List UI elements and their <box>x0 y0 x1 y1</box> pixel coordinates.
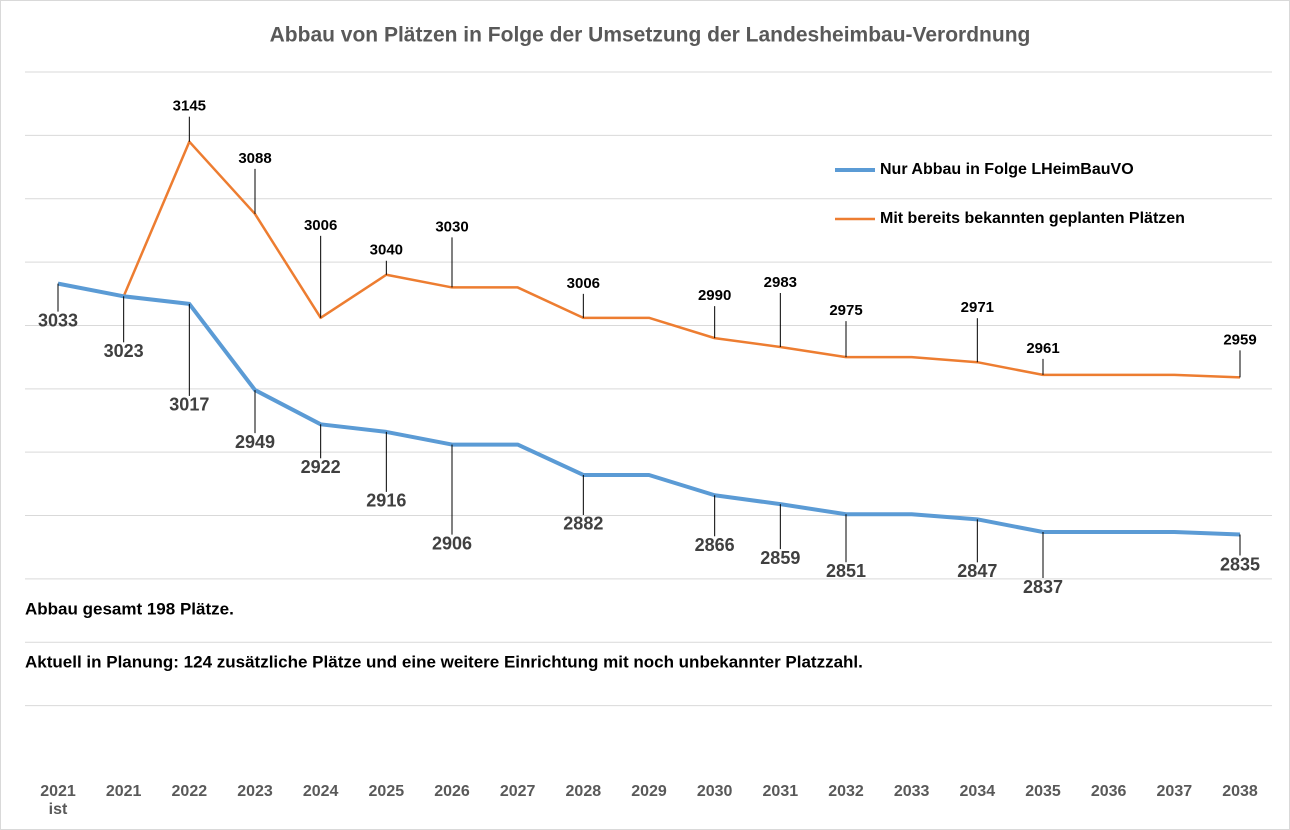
data-label: 3088 <box>238 150 271 167</box>
data-label: 3030 <box>435 218 468 235</box>
data-label: 2906 <box>432 533 472 553</box>
legend-label: Nur Abbau in Folge LHeimBauVO <box>880 161 1134 178</box>
x-tick-label: 2036 <box>1090 783 1127 800</box>
x-tick-label: 2024 <box>302 783 339 800</box>
data-label: 2882 <box>563 514 603 534</box>
x-tick-label: 2029 <box>631 783 667 800</box>
x-tick-label: 2027 <box>499 783 536 800</box>
x-tick-label: 2022 <box>171 783 208 800</box>
data-label: 2837 <box>1023 577 1063 597</box>
x-tick-label: 2028 <box>565 783 602 800</box>
data-label: 3006 <box>304 217 337 234</box>
data-label: 2983 <box>764 274 797 291</box>
data-label: 2949 <box>235 432 275 452</box>
data-label: 2959 <box>1223 331 1256 348</box>
x-tick-label: 2021 ist <box>40 783 76 818</box>
legend-label: Mit bereits bekannten geplanten Plätzen <box>880 210 1185 227</box>
data-label: 3033 <box>38 310 78 330</box>
data-label: 3023 <box>104 341 144 361</box>
x-tick-label: 2025 <box>368 783 405 800</box>
x-tick-label: 2023 <box>237 783 273 800</box>
data-label: 2859 <box>760 548 800 568</box>
data-label: 2971 <box>961 299 994 316</box>
data-label: 3040 <box>370 242 403 259</box>
x-tick-label: 2035 <box>1025 783 1061 800</box>
data-label: 2847 <box>957 561 997 581</box>
data-label: 2922 <box>301 457 341 477</box>
annotation: Abbau gesamt 198 Plätze. <box>25 599 234 618</box>
annotation: Aktuell in Planung: 124 zusätzliche Plät… <box>25 652 863 671</box>
data-label: 2975 <box>829 302 862 319</box>
data-label: 2866 <box>695 535 735 555</box>
x-tick-label: 2026 <box>434 783 470 800</box>
data-label: 3017 <box>169 395 209 415</box>
data-label: 2961 <box>1026 340 1059 357</box>
x-tick-label: 2030 <box>696 783 733 800</box>
data-label: 3145 <box>173 98 206 115</box>
chart-title: Abbau von Plätzen in Folge der Umsetzung… <box>270 24 1031 47</box>
x-tick-label: 2037 <box>1156 783 1193 800</box>
x-tick-label: 2034 <box>959 783 996 800</box>
x-tick-label: 2031 <box>762 783 799 800</box>
x-tick-label: 2021 <box>105 783 142 800</box>
data-label: 2990 <box>698 287 731 304</box>
data-label: 2835 <box>1220 554 1260 574</box>
x-tick-label: 2032 <box>828 783 864 800</box>
x-tick-label: 2033 <box>893 783 930 800</box>
data-label: 2851 <box>826 561 866 581</box>
data-label: 2916 <box>366 491 406 511</box>
x-tick-label: 2038 <box>1222 783 1258 800</box>
data-label: 3006 <box>567 275 600 292</box>
